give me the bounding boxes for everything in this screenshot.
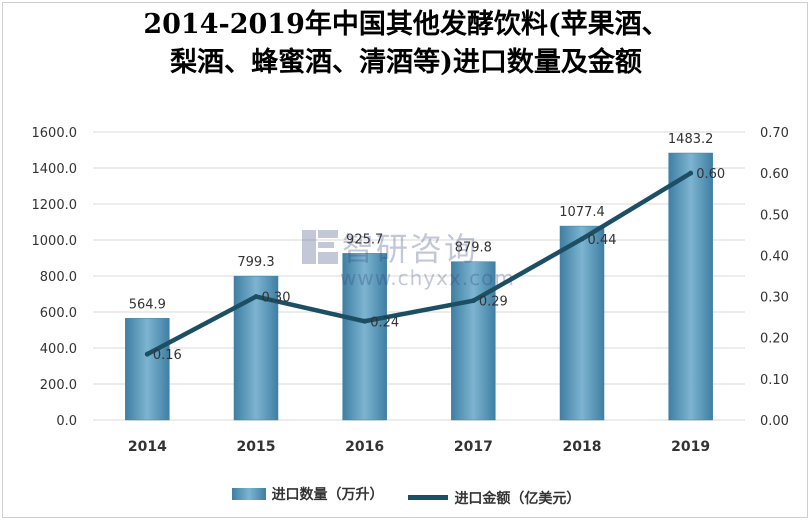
line-point bbox=[144, 351, 150, 357]
y-left-tick-label: 600.0 bbox=[40, 306, 77, 321]
y-right-tick-label: 0.00 bbox=[760, 414, 789, 429]
chart-title-line-1: 2014-2019年中国其他发酵饮料(苹果酒、 bbox=[143, 9, 669, 40]
legend-item-bar: 进口数量（万升） bbox=[231, 484, 384, 504]
line-value-label: 0.30 bbox=[262, 291, 291, 306]
x-tick-label: 2018 bbox=[563, 439, 602, 455]
y-left-tick-label: 1000.0 bbox=[32, 234, 78, 249]
bar bbox=[125, 318, 170, 421]
data-labels: 564.9 799.3 925.7 879.8 1077.4 1483.2 0.16 0.30… bbox=[129, 132, 725, 363]
line-value-label: 0.44 bbox=[588, 233, 617, 248]
bar-value-label: 1483.2 bbox=[668, 132, 714, 147]
legend-item-line: 进口金额（亿美元） bbox=[408, 488, 580, 508]
line-value-label: 0.60 bbox=[696, 167, 725, 182]
gridlines bbox=[93, 131, 745, 421]
x-tick-label: 2015 bbox=[237, 439, 276, 455]
legend-line-swatch bbox=[408, 495, 449, 500]
bar-value-label: 1077.4 bbox=[559, 205, 605, 220]
y-left-tick-label: 1400.0 bbox=[32, 162, 78, 177]
y-left-tick-label: 1600.0 bbox=[32, 126, 78, 141]
line-point bbox=[579, 236, 585, 242]
bar-value-label: 564.9 bbox=[129, 297, 166, 312]
bar-value-label: 925.7 bbox=[346, 232, 383, 247]
line-point bbox=[253, 294, 259, 300]
line-value-label: 0.29 bbox=[479, 295, 508, 310]
y-left-tick-label: 400.0 bbox=[40, 342, 77, 357]
chart-title-line-2: 梨酒、蜂蜜酒、清酒等)进口数量及金额 bbox=[170, 47, 642, 78]
x-tick-label: 2014 bbox=[128, 439, 167, 455]
bar-series bbox=[125, 152, 713, 421]
bar bbox=[559, 225, 605, 421]
y-right-tick-label: 0.10 bbox=[760, 373, 789, 388]
bar-value-label: 799.3 bbox=[237, 255, 274, 270]
y-right-tick-label: 0.50 bbox=[760, 208, 789, 223]
line-series bbox=[144, 170, 694, 357]
bar-value-label: 879.8 bbox=[455, 241, 492, 256]
chart-title: 2014-2019年中国其他发酵饮料(苹果酒、 梨酒、蜂蜜酒、清酒等)进口数量及… bbox=[0, 6, 812, 82]
line-point bbox=[362, 318, 368, 324]
bar bbox=[668, 152, 713, 421]
y-left-tick-label: 1200.0 bbox=[32, 198, 78, 213]
legend: 进口数量（万升） 进口金额（亿美元） bbox=[0, 484, 812, 508]
y-left-tick-label: 200.0 bbox=[40, 378, 77, 393]
y-right-tick-label: 0.30 bbox=[760, 291, 789, 306]
x-tick-label: 2016 bbox=[345, 439, 384, 455]
x-tick-label: 2017 bbox=[454, 439, 493, 455]
line-value-label: 0.16 bbox=[153, 348, 182, 363]
y-right-tick-label: 0.60 bbox=[760, 167, 789, 182]
line-point bbox=[470, 298, 476, 304]
line-point bbox=[688, 170, 694, 176]
legend-bar-label: 进口数量（万升） bbox=[271, 487, 384, 503]
bar bbox=[451, 261, 496, 421]
legend-line-label: 进口金额（亿美元） bbox=[454, 490, 581, 507]
y-left-tick-label: 800.0 bbox=[40, 270, 77, 285]
axis-ticks: 0.0 200.0 400.0 600.0 800.0 1000.0 1200.0 1400.… bbox=[32, 126, 789, 455]
y-right-tick-label: 0.20 bbox=[760, 332, 789, 347]
legend-bar-swatch bbox=[231, 488, 266, 500]
y-right-tick-label: 0.70 bbox=[760, 126, 789, 141]
bar bbox=[342, 253, 387, 421]
line-value-label: 0.24 bbox=[370, 315, 399, 330]
y-right-tick-label: 0.40 bbox=[760, 249, 789, 264]
y-left-tick-label: 0.0 bbox=[56, 414, 77, 429]
line-path bbox=[146, 171, 692, 357]
x-tick-label: 2019 bbox=[671, 439, 710, 455]
